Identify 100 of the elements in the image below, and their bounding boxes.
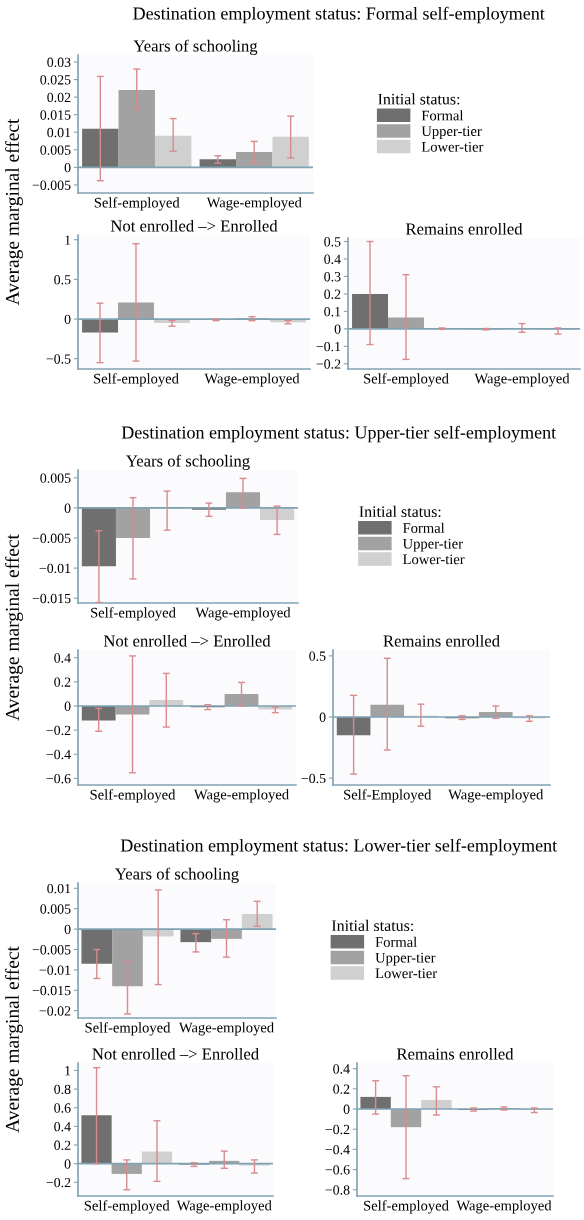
chart-title: Not enrolled –> Enrolled	[103, 634, 271, 647]
legend-label: Formal	[375, 936, 417, 947]
y-tick-label: −0.015	[32, 985, 71, 996]
y-tick-label: −0.005	[32, 945, 71, 955]
y-tick-label: 0.5	[54, 274, 71, 285]
y-tick-label: 0	[343, 1104, 350, 1114]
x-tick-label: Wage-employed	[178, 1022, 274, 1036]
x-tick-label: Wage-employed	[456, 1200, 552, 1214]
y-tick-label: 0.6	[54, 1103, 71, 1113]
y-tick-label: −0.8	[325, 1185, 350, 1195]
legend-title: Initial status:	[359, 505, 441, 518]
y-tick-label: −0.5	[46, 354, 71, 364]
y-axis-title: Average marginal effect	[5, 118, 23, 306]
chart-title: Remains enrolled	[383, 634, 500, 647]
x-tick-label: Wage-employed	[176, 1200, 272, 1214]
y-tick-label: 0	[64, 1159, 71, 1169]
y-tick-label: 0.5	[324, 237, 341, 247]
y-tick-label: −0.2	[316, 359, 341, 369]
y-tick-label: 0.2	[54, 1140, 71, 1151]
x-tick-label: Wage-employed	[206, 197, 302, 211]
chart-title: Not enrolled –> Enrolled	[92, 1047, 259, 1060]
legend-label: Upper-tier	[375, 952, 436, 966]
x-tick-label: Self-employed	[364, 1200, 449, 1214]
y-tick-label: 0.4	[54, 653, 71, 663]
chart-title: Remains enrolled	[396, 1047, 514, 1060]
y-tick-label: 0.2	[333, 1084, 350, 1094]
chart-subtitle: Years of schooling	[126, 454, 250, 470]
x-tick-label: Self-employed	[94, 373, 179, 387]
y-tick-label: 0.025	[40, 75, 71, 85]
y-tick-label: 0.8	[54, 1084, 71, 1095]
x-tick-label: Self-Employed	[344, 789, 432, 803]
chart-title: Not enrolled –> Enrolled	[110, 219, 278, 232]
y-tick-label: 0	[64, 924, 71, 935]
legend-label: Lower-tier	[403, 554, 465, 565]
y-tick-label: −0.005	[32, 533, 71, 544]
legend-label: Formal	[403, 522, 445, 533]
y-tick-label: 1	[65, 1066, 71, 1076]
y-tick-label: 0	[64, 314, 71, 324]
x-tick-label: Wage-employed	[474, 373, 570, 387]
text: Destination employment status: Upper-tier self-employment	[121, 425, 557, 443]
y-tick-label: 0.005	[40, 904, 71, 914]
y-tick-label: −0.02	[39, 1006, 71, 1016]
x-tick-label: Wage-employed	[448, 789, 544, 803]
legend-title: Initial status:	[331, 919, 413, 932]
legend-label: Lower-tier	[421, 141, 484, 152]
chart-title: Destination employment status: Formal self-employment	[133, 6, 545, 24]
y-tick-label: 0.02	[47, 92, 71, 103]
y-tick-label: −0.2	[46, 725, 71, 736]
y-tick-label: 0	[334, 324, 341, 334]
legend-label: Upper-tier	[421, 126, 482, 140]
y-axis-title: Average marginal effect	[5, 946, 23, 1133]
y-tick-label: −0.4	[325, 1144, 350, 1155]
y-tick-label: −0.5	[301, 773, 326, 784]
y-tick-label: −0.6	[325, 1165, 350, 1175]
chart-subtitle: Years of schooling	[115, 867, 239, 883]
y-tick-label: 0.4	[333, 1064, 350, 1074]
y-tick-label: 0.1	[324, 306, 341, 317]
x-tick-label: Self-employed	[90, 789, 176, 803]
y-tick-label: −0.6	[46, 773, 71, 784]
x-tick-label: Wage-employed	[204, 373, 300, 387]
legend-label: Formal	[421, 110, 464, 121]
legend-label: Upper-tier	[402, 538, 463, 552]
y-tick-label: 0	[64, 503, 71, 513]
legend-title: Initial status:	[378, 93, 460, 105]
y-tick-label: 0.4	[54, 1121, 71, 1132]
x-tick-label: Wage-employed	[193, 789, 289, 803]
y-tick-label: 0.3	[324, 272, 341, 282]
y-tick-label: 0	[64, 162, 71, 173]
y-tick-label: 0.01	[47, 127, 71, 138]
x-tick-label: Self-employed	[94, 197, 180, 211]
x-tick-label: Self-employed	[91, 607, 176, 621]
y-tick-label: 0	[319, 712, 326, 722]
y-tick-label: −0.1	[316, 341, 341, 352]
y-tick-label: 0	[64, 701, 71, 711]
chart-subtitle: Years of schooling	[133, 39, 258, 55]
y-tick-label: −0.2	[325, 1124, 350, 1135]
y-tick-label: −0.2	[46, 1177, 71, 1188]
y-tick-label: 0.015	[40, 110, 71, 120]
y-tick-label: 0.5	[309, 651, 326, 661]
y-axis-title: Average marginal effect	[5, 534, 23, 721]
y-tick-label: 0.005	[40, 473, 71, 483]
chart-title: Remains enrolled	[405, 222, 523, 235]
y-tick-label: 0.2	[324, 289, 341, 299]
y-tick-label: −0.015	[32, 593, 71, 604]
y-tick-label: 0.01	[47, 883, 71, 894]
y-tick-label: 0.2	[54, 677, 71, 687]
y-tick-label: −0.005	[32, 180, 71, 190]
y-tick-label: −0.01	[39, 563, 71, 574]
x-tick-label: Self-employed	[364, 373, 449, 387]
x-tick-label: Wage-employed	[195, 607, 291, 621]
y-tick-label: −0.01	[39, 965, 71, 975]
y-tick-label: −0.4	[46, 749, 71, 760]
text: Destination employment status: Lower-tier self-employment	[120, 838, 558, 856]
x-tick-label: Self-employed	[84, 1200, 170, 1214]
legend-label: Lower-tier	[375, 968, 438, 979]
y-tick-label: 1	[65, 235, 71, 245]
y-tick-label: 0.4	[324, 254, 341, 264]
x-tick-label: Self-employed	[85, 1022, 171, 1036]
y-tick-label: 0.005	[40, 145, 71, 155]
y-tick-label: 0.03	[47, 57, 71, 68]
